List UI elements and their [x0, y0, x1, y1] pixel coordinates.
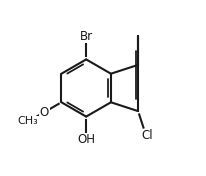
Text: O: O [39, 106, 49, 119]
Text: CH₃: CH₃ [17, 116, 38, 126]
Text: Cl: Cl [141, 129, 152, 142]
Text: OH: OH [77, 133, 95, 146]
Text: Br: Br [79, 30, 92, 43]
